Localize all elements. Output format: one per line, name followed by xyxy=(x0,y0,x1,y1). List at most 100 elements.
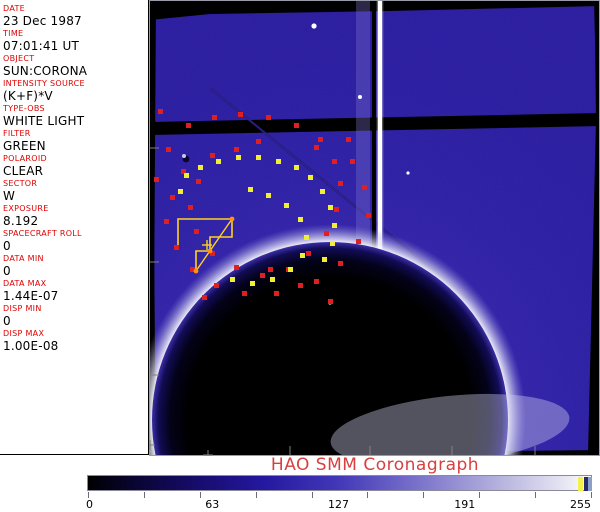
red-marker xyxy=(214,283,219,288)
metadata-label-time: TIME xyxy=(3,29,24,38)
red-marker xyxy=(234,265,239,270)
red-marker xyxy=(332,159,337,164)
metadata-label-polaroid: POLAROID xyxy=(3,154,48,163)
metadata-row: OBJECT SUN:CORONA xyxy=(3,54,148,78)
metadata-label-filter: FILTER xyxy=(3,129,31,138)
colorbar-ticks: 0 63 127 191 255 xyxy=(86,492,592,512)
red-marker xyxy=(210,153,215,158)
colorbar-minor-tick xyxy=(591,492,592,498)
red-marker xyxy=(350,159,355,164)
metadata-value-sector: W xyxy=(3,189,16,203)
red-marker xyxy=(260,273,265,278)
yellow-marker xyxy=(198,165,203,170)
red-marker xyxy=(314,279,319,284)
metadata-row: TYPE-OBS WHITE LIGHT xyxy=(3,104,148,128)
metadata-value-time: 07:01:41 UT xyxy=(3,39,80,53)
metadata-value-object: SUN:CORONA xyxy=(3,64,88,78)
red-marker xyxy=(212,115,217,120)
metadata-label-disp-min: DISP MIN xyxy=(3,304,42,313)
colorbar-minor-tick xyxy=(199,492,201,498)
red-marker xyxy=(314,145,319,150)
metadata-label-intensity-source: INTENSITY SOURCE xyxy=(3,79,85,88)
yellow-marker xyxy=(300,253,305,258)
metadata-label-disp-max: DISP MAX xyxy=(3,329,45,338)
red-marker xyxy=(274,291,279,296)
yellow-marker xyxy=(294,165,299,170)
metadata-row: FILTER GREEN xyxy=(3,129,148,153)
yellow-marker xyxy=(328,205,333,210)
red-marker xyxy=(186,123,191,128)
metadata-row: DISP MIN 0 xyxy=(3,304,148,328)
yellow-marker xyxy=(330,241,335,246)
metadata-value-spacecraft-roll: 0 xyxy=(3,239,11,253)
yellow-marker xyxy=(230,277,235,282)
colorbar-minor-tick xyxy=(255,492,257,498)
metadata-row: INTENSITY SOURCE (K+F)*V xyxy=(3,79,148,103)
red-marker xyxy=(170,195,175,200)
red-marker xyxy=(266,115,271,120)
yellow-marker xyxy=(184,173,189,178)
colorbar-minor-tick xyxy=(311,492,313,498)
metadata-row: POLAROID CLEAR xyxy=(3,154,148,178)
colorbar[interactable]: 0 63 127 191 255 xyxy=(86,475,592,512)
metadata-label-data-max: DATA MAX xyxy=(3,279,47,288)
bright-point xyxy=(311,23,317,29)
colorbar-minor-tick xyxy=(535,492,537,498)
annotation-vertex[interactable] xyxy=(229,216,235,222)
red-marker xyxy=(366,213,371,218)
annotation-vertex[interactable] xyxy=(207,248,213,254)
metadata-label-type-obs: TYPE-OBS xyxy=(3,104,45,113)
bright-point xyxy=(406,171,410,175)
colorbar-tick-label: 63 xyxy=(205,498,220,511)
metadata-row: TIME 07:01:41 UT xyxy=(3,29,148,53)
red-marker xyxy=(356,239,361,244)
colorbar-overlay-swatch xyxy=(584,477,588,491)
red-marker xyxy=(154,177,159,182)
colorbar-overlay-swatch xyxy=(588,477,592,491)
colorbar-tick-label: 191 xyxy=(454,498,476,511)
yellow-marker xyxy=(284,203,289,208)
colorbar-minor-tick xyxy=(88,492,89,498)
metadata-value-polaroid: CLEAR xyxy=(3,164,44,178)
coronagraph-canvas xyxy=(150,0,600,455)
metadata-value-intensity-source: (K+F)*V xyxy=(3,89,53,103)
red-marker xyxy=(164,219,169,224)
red-marker xyxy=(334,207,339,212)
red-marker xyxy=(346,137,351,142)
red-marker xyxy=(196,179,201,184)
red-marker xyxy=(294,123,299,128)
metadata-value-disp-max: 1.00E-08 xyxy=(3,339,59,353)
metadata-row: DATA MAX 1.44E-07 xyxy=(3,279,148,303)
metadata-value-date: 23 Dec 1987 xyxy=(3,14,82,28)
yellow-marker xyxy=(266,193,271,198)
yellow-marker xyxy=(332,223,337,228)
colorbar-gradient[interactable] xyxy=(87,475,592,491)
red-marker xyxy=(338,181,343,186)
red-marker xyxy=(234,147,239,152)
metadata-label-object: OBJECT xyxy=(3,54,35,63)
colorbar-minor-tick xyxy=(423,492,425,498)
metadata-label-data-min: DATA MIN xyxy=(3,254,44,263)
yellow-marker xyxy=(216,159,221,164)
colorbar-tick-label: 255 xyxy=(570,498,591,511)
coronagraph-image[interactable] xyxy=(150,0,600,455)
red-marker xyxy=(158,109,163,114)
metadata-row: DISP MAX 1.00E-08 xyxy=(3,329,148,353)
annotation-vertex[interactable] xyxy=(193,268,199,274)
metadata-label-sector: SECTOR xyxy=(3,179,38,188)
yellow-marker xyxy=(250,281,255,286)
metadata-label-exposure: EXPOSURE xyxy=(3,204,49,213)
yellow-marker xyxy=(236,155,241,160)
red-marker xyxy=(256,139,261,144)
colorbar-overlay-swatch xyxy=(578,477,583,491)
red-marker xyxy=(202,295,207,300)
red-marker xyxy=(318,137,323,142)
red-marker xyxy=(188,205,193,210)
colorbar-tick-label: 127 xyxy=(328,498,349,511)
yellow-marker xyxy=(276,159,281,164)
red-marker xyxy=(338,261,343,266)
yellow-marker xyxy=(256,155,261,160)
yellow-marker xyxy=(322,257,327,262)
red-marker xyxy=(362,185,367,190)
metadata-row: SPACECRAFT ROLL 0 xyxy=(3,229,148,253)
